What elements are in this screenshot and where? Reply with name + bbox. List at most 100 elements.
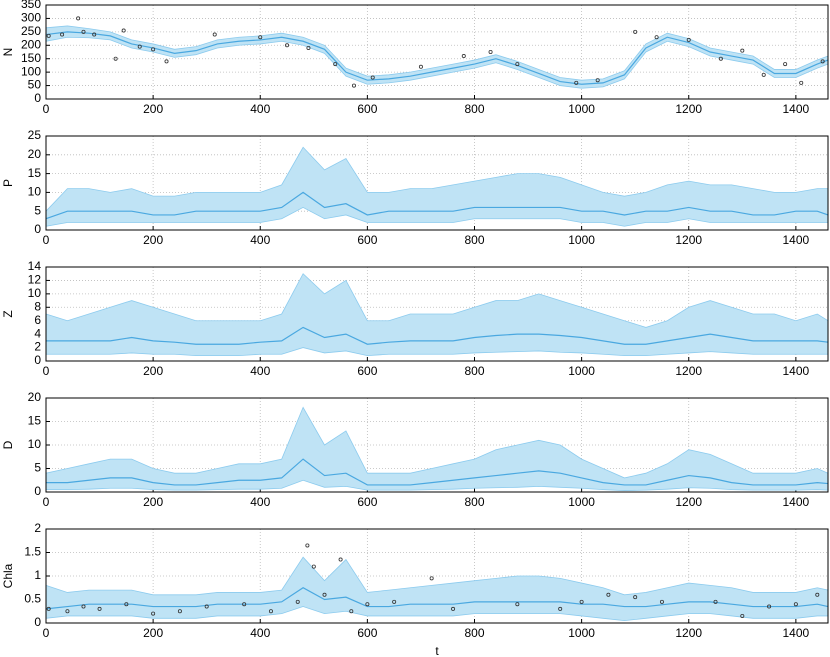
observation-point [799,80,804,85]
observation-point [574,80,579,85]
observation-point [392,599,397,604]
observation-point [338,557,343,562]
y-tick-label: 15 [28,166,42,180]
x-tick-label: 800 [464,233,484,247]
y-tick-label: 10 [28,185,42,199]
observation-point [815,592,820,597]
x-tick-label: 200 [143,495,163,509]
x-tick-label: 1000 [568,495,595,509]
x-tick-label: 600 [357,364,377,378]
x-tick-label: 800 [464,364,484,378]
observation-point [461,54,466,59]
y-tick-label: 5 [34,203,41,217]
x-tick-label: 0 [43,102,50,116]
plot-frame [45,528,829,624]
x-tick-label: 0 [43,495,50,509]
y-tick-label: 1.5 [24,545,41,559]
y-tick-label: 8 [34,299,41,313]
observation-point [295,599,300,604]
y-tick-label: 50 [28,78,42,92]
plot-frame [45,135,829,231]
x-tick-label: 200 [143,102,163,116]
observation-point [606,592,611,597]
observation-point [46,33,51,38]
y-axis-label: D [1,440,15,449]
x-tick-label: 600 [357,626,377,640]
observation-point [212,32,217,37]
observation-point [242,602,247,607]
x-tick-label: 1400 [783,102,810,116]
y-tick-label: 12 [28,273,42,287]
observation-point [793,602,798,607]
observation-point [124,602,129,607]
x-tick-label: 400 [250,233,270,247]
observation-point [579,599,584,604]
observation-point [633,29,638,34]
x-tick-label: 1400 [783,233,810,247]
y-tick-label: 200 [21,37,41,51]
x-axis-label: t [435,644,439,657]
observation-point [659,599,664,604]
x-tick-label: 0 [43,364,50,378]
y-tick-label: 0 [34,91,41,105]
observation-point [151,47,156,52]
y-tick-label: 4 [34,326,41,340]
observation-point [740,48,745,53]
observation-point [311,564,316,569]
x-tick-label: 600 [357,102,377,116]
observation-point [761,72,766,77]
observation-point [370,75,375,80]
y-tick-label: 1 [34,568,41,582]
observation-point [595,78,600,83]
observation-point [306,45,311,50]
y-tick-label: 6 [34,313,41,327]
y-tick-label: 5 [34,461,41,475]
x-tick-label: 200 [143,626,163,640]
y-axis-label: N [1,48,15,57]
x-tick-label: 1400 [783,626,810,640]
y-tick-label: 300 [21,11,41,25]
observation-point [767,604,772,609]
median-line [46,458,829,486]
y-tick-label: 20 [28,390,42,404]
x-tick-label: 1200 [675,626,702,640]
observation-point [558,606,563,611]
x-tick-label: 1200 [675,364,702,378]
observation-point [268,609,273,614]
x-tick-label: 400 [250,364,270,378]
observation-point [451,606,456,611]
observation-point [97,606,102,611]
x-tick-label: 1000 [568,233,595,247]
observation-point [81,29,86,34]
observation-point [654,35,659,40]
x-tick-label: 1000 [568,364,595,378]
observation-point [488,50,493,55]
y-tick-label: 14 [28,259,42,273]
x-tick-label: 200 [143,233,163,247]
y-tick-label: 0.5 [24,592,41,606]
x-tick-label: 200 [143,364,163,378]
y-axis-label: P [1,179,15,187]
y-axis-label: Chla [1,563,15,588]
plot-frame [45,397,829,493]
observation-point [333,62,338,67]
y-tick-label: 10 [28,437,42,451]
y-tick-label: 0 [34,353,41,367]
median-line [45,587,829,610]
x-tick-label: 400 [250,495,270,509]
x-tick-label: 800 [464,495,484,509]
x-tick-label: 0 [43,233,50,247]
x-tick-label: 0 [43,626,50,640]
observation-point [633,595,638,600]
x-tick-label: 1400 [783,495,810,509]
x-tick-label: 600 [357,495,377,509]
observation-point [515,62,520,67]
band [45,556,829,622]
y-tick-label: 150 [21,51,41,65]
y-tick-label: 350 [21,0,41,11]
x-tick-label: 1400 [783,364,810,378]
observation-point [365,602,370,607]
observation-point [740,613,745,618]
observation-point [177,609,182,614]
y-tick-label: 25 [28,128,42,142]
